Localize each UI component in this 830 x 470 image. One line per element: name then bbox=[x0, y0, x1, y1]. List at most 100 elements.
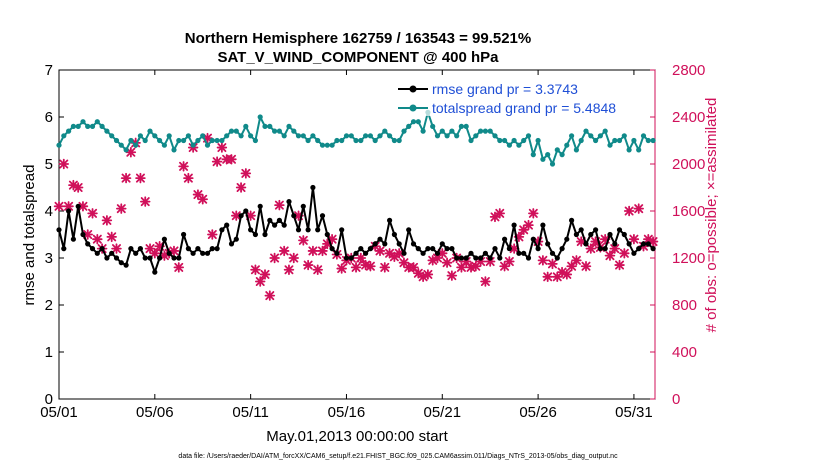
rmse-point bbox=[286, 199, 292, 205]
totalspread-point bbox=[185, 133, 191, 139]
legend-rmse-label: rmse grand pr = 3.3743 bbox=[432, 81, 578, 97]
y-right-tick-label: 2800 bbox=[672, 62, 705, 79]
obs-point bbox=[106, 231, 117, 243]
rmse-series bbox=[56, 184, 656, 275]
rmse-point bbox=[157, 255, 163, 261]
obs-point bbox=[173, 262, 184, 273]
totalspread-point bbox=[61, 133, 67, 139]
rmse-point bbox=[497, 255, 503, 261]
rmse-point bbox=[61, 246, 67, 252]
totalspread-series bbox=[56, 109, 656, 167]
totalspread-point bbox=[545, 152, 551, 158]
y-axis-left: 0 1 2 3 4 5 6 7 bbox=[45, 62, 64, 408]
y-right-tick-label: 800 bbox=[672, 297, 697, 314]
legend-rmse-marker bbox=[409, 85, 417, 93]
x-tick-label: 05/01 bbox=[40, 404, 78, 421]
totalspread-point bbox=[276, 128, 282, 134]
rmse-point bbox=[109, 250, 115, 256]
rmse-point bbox=[233, 236, 239, 242]
totalspread-point bbox=[391, 137, 397, 144]
x-axis-label: May.01,2013 00:00:00 start bbox=[266, 428, 448, 445]
rmse-point bbox=[228, 241, 235, 247]
totalspread-point bbox=[473, 133, 479, 139]
totalspread-point bbox=[650, 137, 656, 144]
rmse-point bbox=[147, 255, 153, 261]
totalspread-point bbox=[506, 142, 512, 148]
plot-area: 05/01 05/06 05/11 05/16 05/21 05/26 05/31 0 1 2 3… bbox=[40, 62, 705, 421]
totalspread-point bbox=[636, 147, 642, 153]
rmse-point bbox=[248, 227, 254, 233]
totalspread-point bbox=[377, 133, 383, 139]
obs-point bbox=[216, 142, 228, 153]
rmse-point bbox=[530, 236, 536, 242]
totalspread-point bbox=[200, 133, 206, 139]
rmse-point bbox=[612, 241, 618, 247]
rmse-point bbox=[70, 236, 76, 242]
rmse-point bbox=[502, 236, 508, 242]
y-right-tick-label: 2000 bbox=[672, 156, 705, 173]
rmse-point bbox=[176, 255, 182, 261]
totalspread-point bbox=[434, 133, 441, 139]
rmse-point bbox=[262, 231, 268, 238]
rmse-point bbox=[406, 227, 412, 233]
rmse-point bbox=[85, 241, 91, 247]
totalspread-point bbox=[511, 137, 517, 144]
y-right-tick-label: 400 bbox=[672, 344, 697, 361]
totalspread-point bbox=[549, 161, 556, 167]
totalspread-point bbox=[616, 137, 623, 144]
rmse-point bbox=[161, 236, 167, 242]
obs-point bbox=[441, 257, 453, 268]
totalspread-point bbox=[530, 152, 536, 158]
totalspread-point bbox=[243, 123, 249, 129]
rmse-point bbox=[444, 246, 450, 252]
rmse-point bbox=[382, 241, 388, 247]
rmse-point bbox=[128, 246, 134, 252]
totalspread-point bbox=[147, 128, 153, 134]
legend-spread-label: totalspread grand pr = 5.4848 bbox=[432, 100, 616, 116]
rmse-point bbox=[185, 246, 191, 252]
totalspread-point bbox=[176, 137, 182, 144]
rmse-point bbox=[190, 250, 196, 256]
y-left-tick-label: 6 bbox=[45, 109, 53, 126]
totalspread-point bbox=[248, 133, 254, 139]
totalspread-point bbox=[363, 133, 369, 139]
obs-point bbox=[255, 276, 266, 287]
rmse-point bbox=[329, 246, 335, 252]
rmse-point bbox=[300, 203, 306, 209]
totalspread-point bbox=[631, 137, 637, 144]
obs-point bbox=[116, 203, 127, 214]
rmse-point bbox=[439, 241, 445, 247]
rmse-point bbox=[607, 231, 613, 238]
rmse-point bbox=[305, 227, 311, 233]
totalspread-point bbox=[358, 137, 364, 144]
totalspread-point bbox=[387, 133, 393, 139]
totalspread-point bbox=[593, 137, 599, 144]
obs-point bbox=[149, 248, 161, 259]
totalspread-point bbox=[410, 119, 417, 125]
rmse-point bbox=[281, 222, 287, 228]
rmse-point bbox=[463, 255, 469, 261]
obs-point bbox=[619, 248, 630, 259]
totalspread-point bbox=[137, 133, 143, 139]
rmse-point bbox=[564, 236, 570, 242]
obs-point bbox=[504, 256, 515, 267]
totalspread-point bbox=[291, 128, 297, 134]
totalspread-point bbox=[315, 137, 321, 144]
obs-point bbox=[633, 203, 644, 214]
totalspread-point bbox=[99, 123, 105, 129]
obs-point bbox=[312, 264, 323, 275]
totalspread-point bbox=[482, 128, 488, 134]
rmse-point bbox=[89, 246, 96, 252]
rmse-point bbox=[650, 246, 656, 252]
totalspread-point bbox=[238, 133, 244, 139]
y-right-tick-label: 0 bbox=[672, 391, 680, 408]
y-axis-left-label: rmse and totalspread bbox=[21, 165, 38, 306]
totalspread-point bbox=[430, 123, 436, 129]
totalspread-point bbox=[152, 133, 158, 139]
obs-point bbox=[92, 233, 103, 245]
totalspread-point bbox=[478, 128, 484, 134]
totalspread-point bbox=[415, 119, 421, 125]
rmse-point bbox=[420, 250, 426, 256]
totalspread-point bbox=[353, 137, 359, 144]
obs-point bbox=[250, 264, 261, 275]
